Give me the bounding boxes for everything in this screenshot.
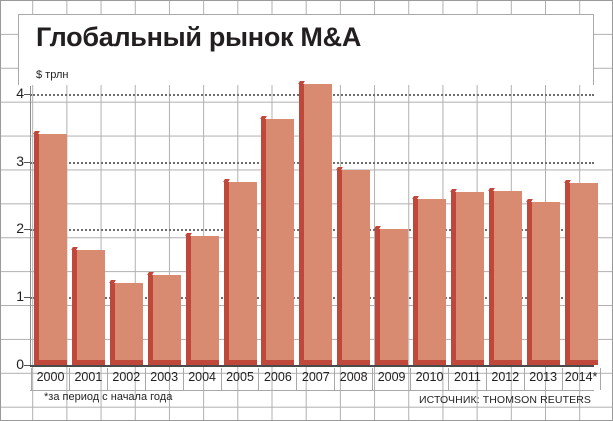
y-axis-line (30, 86, 31, 367)
y-axis-label: 4 (16, 84, 24, 101)
x-axis-label: 2011 (453, 370, 481, 384)
x-axis-separator (68, 368, 70, 390)
x-axis-label: 2010 (415, 370, 444, 384)
x-axis-label: 2007 (301, 370, 330, 384)
bar-2001 (71, 249, 105, 365)
x-axis-separator (334, 368, 336, 390)
y-tick-4 (24, 93, 30, 95)
bar-2003 (147, 274, 181, 365)
x-axis-separator (31, 368, 32, 390)
x-axis-labels: 2000 2001 2002 2003 2004 2005 2006 2007 2008 2009… (30, 368, 601, 390)
x-axis-separator (523, 368, 525, 390)
x-axis-separator (220, 368, 222, 390)
x-axis-label: 2009 (377, 370, 406, 384)
x-axis-bottom-rule (30, 390, 594, 391)
x-axis-separator (296, 368, 298, 390)
bar-2007 (299, 83, 333, 365)
x-axis-separator (561, 368, 563, 390)
bar-2013 (526, 202, 560, 365)
x-axis-separator (599, 368, 601, 390)
y-axis-label: 0 (16, 356, 24, 372)
x-axis-label: 2008 (339, 370, 368, 384)
bar-2006 (261, 118, 295, 365)
x-axis-separator (372, 368, 374, 390)
bar-2004 (185, 236, 219, 365)
x-axis-label: 2002 (112, 370, 141, 384)
x-axis-separator (485, 368, 487, 390)
x-axis-label: 2003 (150, 370, 179, 384)
bar-2010 (413, 198, 446, 365)
bar-2014 (564, 183, 598, 365)
bar-2012 (488, 190, 522, 365)
x-axis-separator (106, 368, 108, 390)
x-axis-label: 2004 (188, 370, 216, 384)
x-axis-separator (144, 368, 146, 390)
bar-2008 (337, 170, 371, 365)
y-tick-1 (24, 297, 30, 299)
y-tick-3 (24, 161, 30, 163)
x-axis-label: 2001 (74, 370, 103, 384)
bar-2000 (34, 134, 67, 365)
footnote: *за период с начала года (44, 391, 173, 403)
chart-title: Глобальный рынок M&A (36, 22, 362, 52)
y-tick-0 (24, 365, 30, 366)
y-axis-label: 2 (16, 220, 24, 237)
plot-area: 0 1 2 3 4 (16, 83, 598, 371)
y-axis-label: 3 (16, 152, 24, 169)
x-axis-separator (447, 368, 449, 390)
x-axis-label: 2005 (226, 370, 254, 384)
x-axis-separator (410, 368, 411, 390)
y-axis-label: 1 (16, 288, 24, 305)
x-axis-separator (258, 368, 260, 390)
bar-2011 (450, 192, 484, 365)
bar-2005 (223, 181, 257, 365)
x-axis-label: 2012 (491, 370, 520, 384)
x-axis-label: 2006 (263, 370, 292, 384)
baseline-axis (30, 365, 594, 367)
bar-2009 (375, 229, 409, 365)
x-axis-separator (182, 368, 184, 390)
x-axis-label: 2013 (529, 370, 558, 384)
bar-2002 (109, 282, 143, 365)
y-axis-unit-label: $ трлн (36, 69, 69, 81)
y-tick-2 (24, 229, 30, 231)
x-axis-label: 2014* (564, 370, 598, 384)
x-axis-label: 2000 (36, 370, 65, 384)
title-panel (18, 14, 594, 85)
source-credit: ИСТОЧНИК: THOMSON REUTERS (419, 394, 591, 406)
